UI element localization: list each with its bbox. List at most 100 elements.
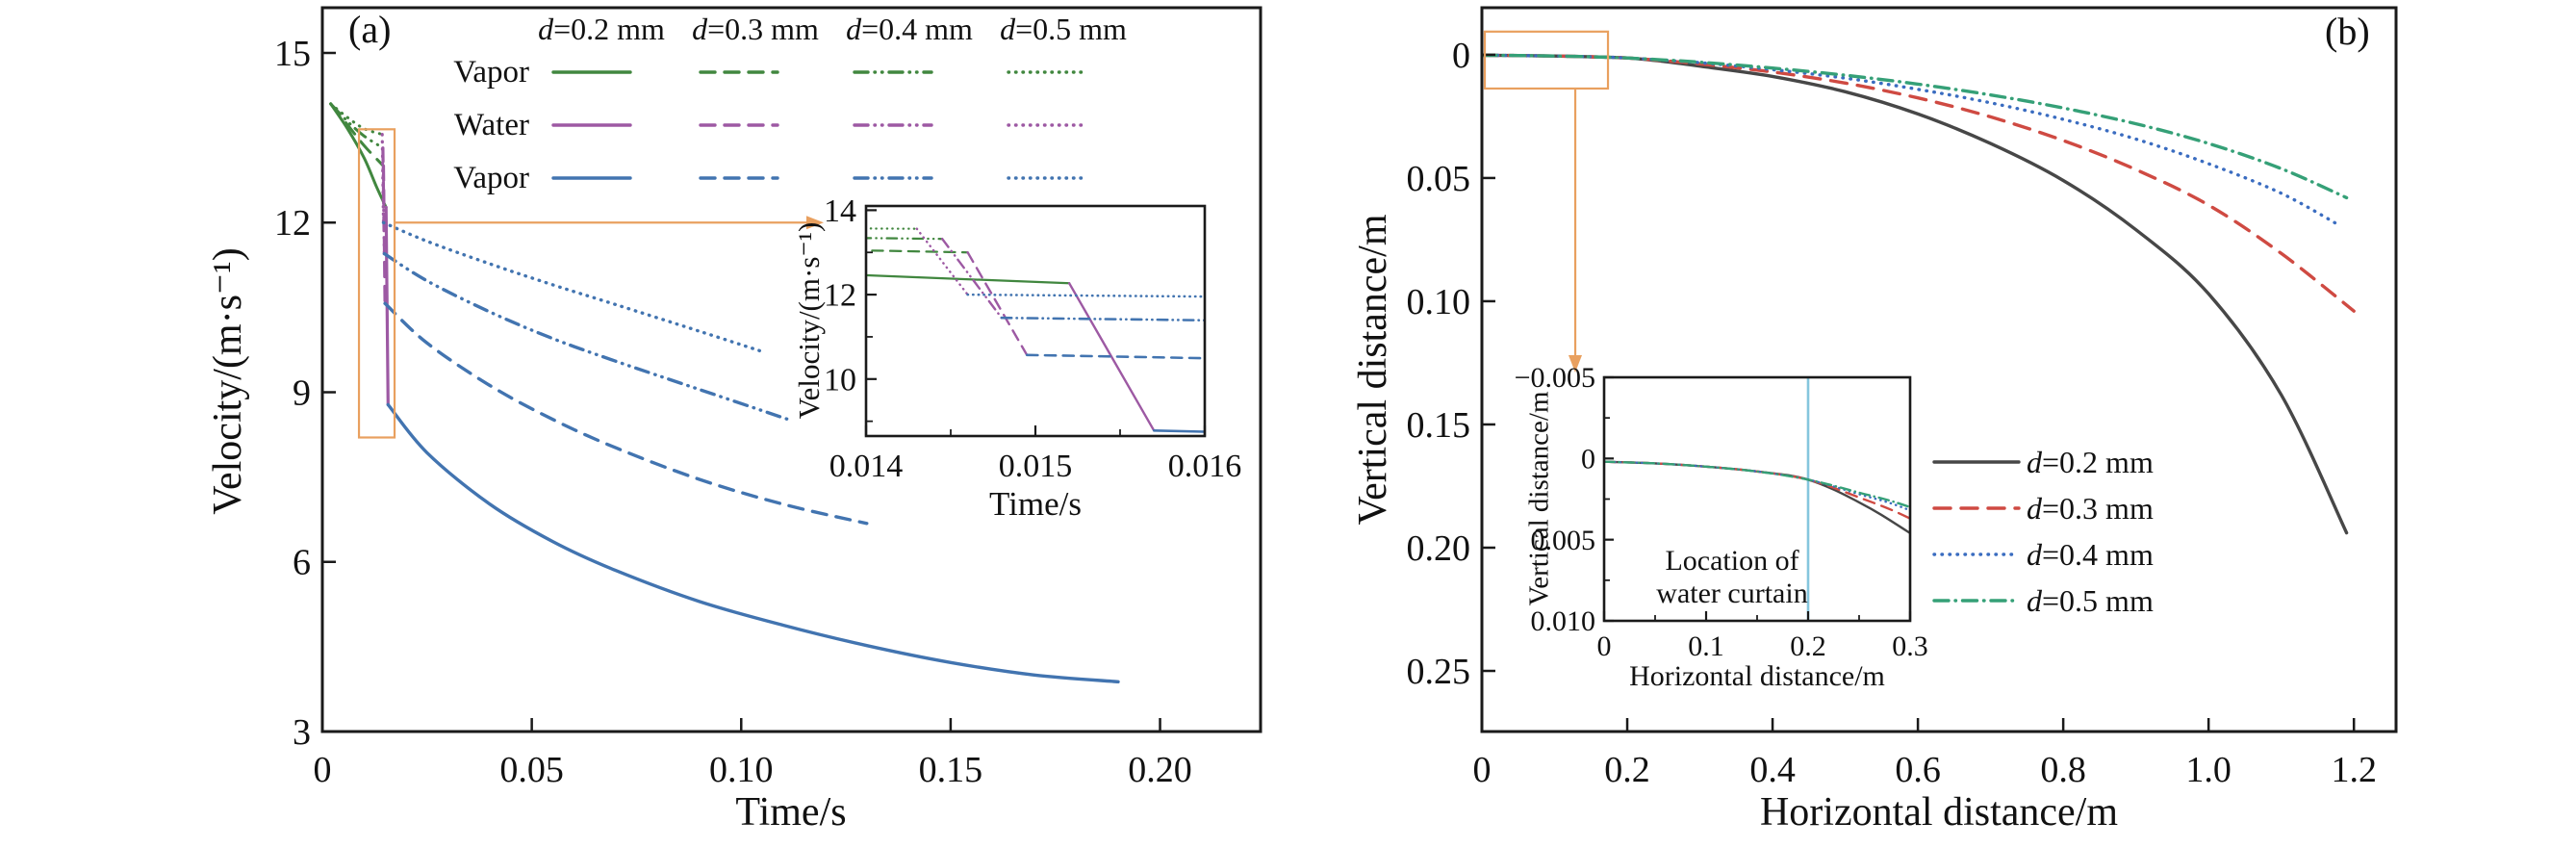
panel-a-series-vapor-pre-d02 <box>329 102 388 209</box>
water-curtain-note-line1: Location of <box>1665 545 1799 577</box>
panel-a-inset-series-water-d02 <box>1068 282 1156 432</box>
legend-b-label-d04: d=0.4 mm <box>2027 537 2154 573</box>
panel-b-axis-y-tick-label: 0.15 <box>1407 405 1471 446</box>
panel-b-series-traj-d05 <box>1483 53 2349 200</box>
panel-a-axis-y-tick-label: 6 <box>293 543 311 583</box>
panel-a-series-vapor-post-d04 <box>382 251 794 423</box>
legend-b-sym: d <box>2027 491 2042 526</box>
panel-b-inset-axis-x-tick-label: 0.3 <box>1892 630 1928 662</box>
panel-a-series-vapor-post-d02 <box>386 402 1120 683</box>
panel-a-inset-series-water-d04 <box>941 238 1003 320</box>
panel-b-inset-axis-y-tick-label: 0.010 <box>1531 605 1596 637</box>
panel-a-x-axis-title: Time/s <box>735 790 847 835</box>
panel-b-axis-x-tick-label: 0 <box>1473 750 1492 790</box>
legend-a-col-sym: d <box>846 12 862 46</box>
panel-b-axis: 0 0.2 0.4 0.6 0.8 1.0 1.200.050.100.150.200.25 <box>1407 36 2377 790</box>
panel-b-inset-axis-x-tick-label: 0.2 <box>1790 630 1826 662</box>
panel-a-inset-axis: 0.014 0.015 0.016 10 12 14 <box>824 193 1241 484</box>
panel-a-axis-x-tick-label: 0 <box>314 750 332 790</box>
panel-b-axis-x-tick-label: 0.8 <box>2040 750 2086 790</box>
panel-a-series-water-d04 <box>381 146 386 256</box>
panel-a-inset-axis-x-tick-label: 0.014 <box>829 449 904 484</box>
legend-b-rest: =0.3 mm <box>2042 491 2154 526</box>
panel-a-series-water-d05 <box>380 133 386 224</box>
panel-a-inset-series-water-d05 <box>915 227 969 296</box>
panel-b-axis-x-tick-label: 0.2 <box>1604 750 1650 790</box>
panel-b-inset-axis-y-tick-label: −0.005 <box>1515 362 1595 394</box>
legend-a-row-label-water: Water <box>454 108 529 142</box>
panel-a-inset-axis-y-tick-label: 10 <box>824 362 856 398</box>
panel-b-axis-x-tick-label: 0.6 <box>1895 750 1941 790</box>
panel-a-axis-y-tick-label: 3 <box>293 712 311 753</box>
panel-a-inset-axis-y-tick-label: 14 <box>824 193 856 229</box>
panel-b-inset-axis-y-tick-label: 0 <box>1581 444 1595 475</box>
legend-a-row-label-vapor-2: Vapor <box>453 161 529 195</box>
legend-b-sym: d <box>2027 537 2042 572</box>
legend-a-col-rest: =0.2 mm <box>553 12 665 46</box>
legend-a-samples <box>551 70 1087 180</box>
panel-a-axis: 0 0.05 0.10 0.15 0.20 3 6 9 12 15 <box>274 34 1192 790</box>
panel-b-inset-series <box>1605 460 1909 534</box>
panel-a-axis-y-tick-label: 15 <box>274 34 311 74</box>
legend-b-rest: =0.2 mm <box>2042 445 2154 479</box>
panel-a-axis-y-tick-label: 12 <box>274 203 311 244</box>
panel-a-series-vapor-pre-d05 <box>329 102 384 137</box>
panel-a-series <box>329 102 1120 683</box>
legend-a-col-sym: d <box>538 12 554 46</box>
legend-b-samples <box>1932 460 2021 603</box>
legend-a-col-sym: d <box>692 12 708 46</box>
panel-a-zoom-rect <box>357 128 396 439</box>
legend-b-rest: =0.4 mm <box>2042 537 2154 572</box>
panel-b-zoom-rect <box>1483 30 1610 90</box>
panel-b-plot-border <box>1480 6 2398 733</box>
legend-a-col-rest: =0.3 mm <box>707 12 819 46</box>
panel-a-inset-axis-y-tick-label: 12 <box>824 278 856 314</box>
panel-a-inset-axis-x-tick-label: 0.015 <box>999 449 1073 484</box>
panel-b-label: (b) <box>2325 10 2370 53</box>
panel-a-axis-x-tick-label: 0.05 <box>499 750 564 790</box>
panel-b-zoom-arrowhead-icon <box>1569 355 1582 373</box>
panel-b-axis-x-tick-label: 1.0 <box>2185 750 2232 790</box>
panel-b-inset-series-traj-d05 <box>1605 460 1909 508</box>
panel-b-axis-x-tick-label: 0.4 <box>1749 750 1796 790</box>
panel-a-series-vapor-pre-d04 <box>329 102 385 150</box>
panel-a-y-axis-title: Velocity/(m·s⁻¹) <box>205 247 250 515</box>
panel-b-inset-x-axis-title: Horizontal distance/m <box>1629 660 1885 692</box>
legend-a-col-sym: d <box>1000 12 1016 46</box>
panel-a-inset-x-axis-title: Time/s <box>989 485 1082 523</box>
legend-b-label-d03: d=0.3 mm <box>2027 491 2154 527</box>
panel-b-inset-axis-y-tick-label: 0.005 <box>1531 525 1596 556</box>
legend-b-sym: d <box>2027 445 2042 479</box>
panel-a-axis-y-tick-label: 9 <box>293 373 311 413</box>
legend-b-sym: d <box>2027 583 2042 618</box>
legend-b-label-d02: d=0.2 mm <box>2027 445 2154 480</box>
panel-a-zoom-arrowhead-icon <box>806 216 824 230</box>
legend-a-col-rest: =0.5 mm <box>1015 12 1127 46</box>
panel-a-series-vapor-post-d05 <box>381 220 764 353</box>
panel-b-inset-axis: 0 0.1 0.2 0.3 −0.005 0 0.005 0.010 <box>1515 362 1928 662</box>
legend-a-col-header-d04: d=0.4 mm <box>846 12 973 47</box>
legend-a-row-label-vapor-1: Vapor <box>453 55 529 90</box>
legend-a-col-rest: =0.4 mm <box>861 12 973 46</box>
panel-a-plot-border <box>320 6 1262 733</box>
panel-b-x-axis-title: Horizontal distance/m <box>1759 790 2119 835</box>
panel-a-inset-border <box>864 204 1207 438</box>
panel-a-inset-series-water-d03 <box>966 251 1029 356</box>
panel-a-inset-series-vapor-pre-d02 <box>867 273 1071 285</box>
panel-a-inset-series-vapor-post-d04 <box>1000 316 1204 322</box>
panel-a-inset-series-vapor-pre-d05 <box>867 227 918 230</box>
water-curtain-note-line2: water curtain <box>1656 578 1808 609</box>
panel-b-axis-y-tick-label: 0.20 <box>1407 528 1471 569</box>
legend-a-col-header-d03: d=0.3 mm <box>692 12 819 47</box>
legend-a-col-header-d02: d=0.2 mm <box>538 12 665 47</box>
legend-a-col-header-d05: d=0.5 mm <box>1000 12 1127 47</box>
panel-a-axis-x-tick-label: 0.20 <box>1128 750 1192 790</box>
panel-b-series-traj-d03 <box>1483 53 2356 313</box>
panel-b-axis-y-tick-label: 0.25 <box>1407 652 1471 692</box>
panel-a-axis-x-tick-label: 0.10 <box>709 750 774 790</box>
legend-b-label-d05: d=0.5 mm <box>2027 583 2154 619</box>
panel-b-axis-x-tick-label: 1.2 <box>2331 750 2377 790</box>
panel-a-inset-y-axis-title: Velocity/(m·s⁻¹) <box>792 221 827 420</box>
panel-a-axis-x-tick-label: 0.15 <box>919 750 983 790</box>
